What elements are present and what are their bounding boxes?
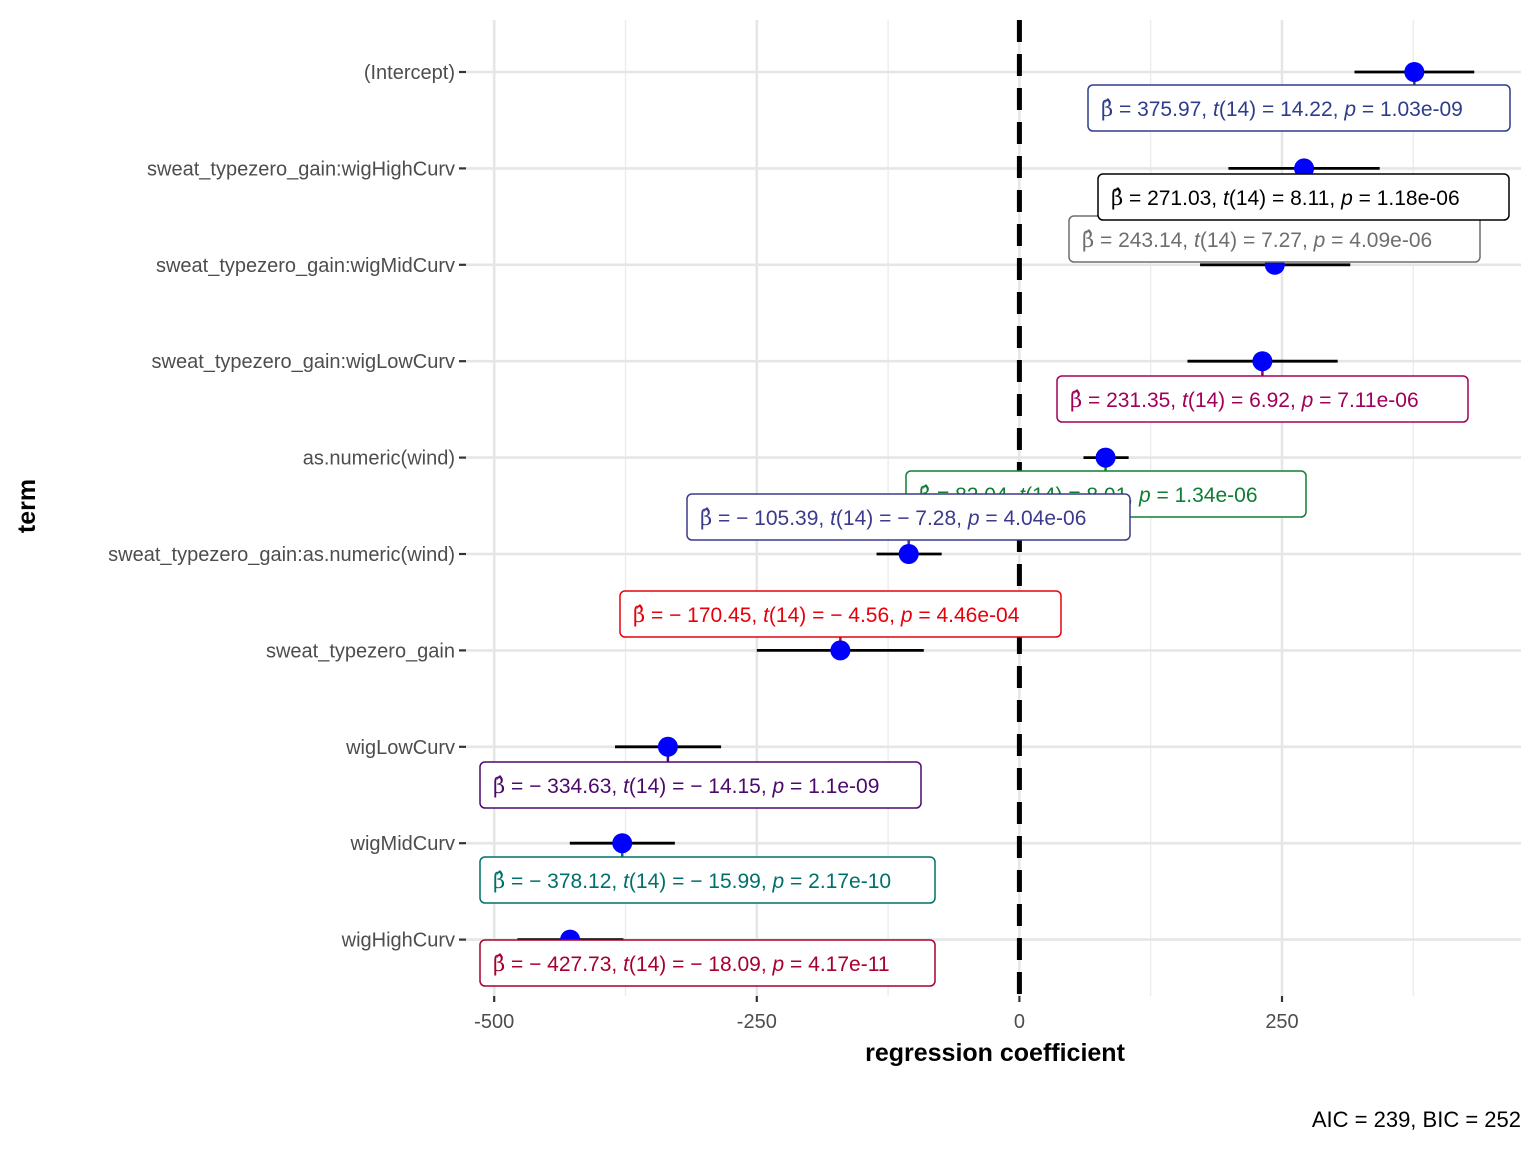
estimate-label-text-0: β̂ = 375.97, t(14) = 14.22, p = 1.03e-09 — [1101, 97, 1463, 121]
estimate-point-3 — [1252, 351, 1273, 372]
estimate-point-0 — [1404, 62, 1425, 82]
y-tick-label-8: wigMidCurv — [350, 833, 455, 855]
estimate-label-2: β̂ = 243.14, t(14) = 7.27, p = 4.09e-06 — [1068, 215, 1481, 263]
estimate-label-text-3: β̂ = 231.35, t(14) = 6.92, p = 7.11e-06 — [1070, 388, 1419, 412]
estimate-label-5: β̂ = − 105.39, t(14) = − 7.28, p = 4.04e… — [686, 493, 1131, 541]
y-axis-title: term — [13, 479, 41, 533]
estimate-point-4 — [1095, 447, 1116, 468]
estimate-point-6 — [830, 640, 851, 661]
estimate-label-3: β̂ = 231.35, t(14) = 6.92, p = 7.11e-06 — [1056, 375, 1469, 423]
y-tick-label-0: (Intercept) — [364, 62, 455, 84]
x-tick-label-1: -250 — [737, 1011, 777, 1033]
estimate-label-box-0 — [1087, 84, 1511, 132]
y-axis: (Intercept) sweat_typezero_gain:wigHighCu… — [108, 62, 466, 952]
estimate-label-0: β̂ = 375.97, t(14) = 14.22, p = 1.03e-09 — [1087, 84, 1511, 132]
estimate-label-box-8 — [479, 856, 936, 904]
estimate-label-box-1 — [1097, 173, 1510, 221]
y-tick-label-6: sweat_typezero_gain — [266, 640, 455, 662]
estimate-label-7: β̂ = − 334.63, t(14) = − 14.15, p = 1.1e… — [479, 761, 922, 809]
x-tick-label-0: -500 — [474, 1011, 514, 1033]
coefficient-labels: β̂ = 375.97, t(14) = 14.22, p = 1.03e-09… — [479, 84, 1511, 987]
estimate-label-box-6 — [619, 590, 1062, 638]
y-tick-label-4: as.numeric(wind) — [303, 448, 455, 470]
estimate-label-text-8: β̂ = − 378.12, t(14) = − 15.99, p = 2.17… — [493, 869, 891, 893]
estimate-label-9: β̂ = − 427.73, t(14) = − 18.09, p = 4.17… — [479, 939, 936, 987]
y-tick-label-1: sweat_typezero_gain:wigHighCurv — [147, 158, 455, 180]
estimate-point-8 — [612, 833, 633, 854]
estimate-point-7 — [657, 736, 678, 757]
estimate-label-8: β̂ = − 378.12, t(14) = − 15.99, p = 2.17… — [479, 856, 936, 904]
estimate-point-5 — [898, 544, 919, 564]
x-axis-title: regression coefficient — [865, 1039, 1125, 1067]
estimate-label-box-7 — [479, 761, 922, 809]
x-tick-label-2: 0 — [1014, 1011, 1025, 1033]
estimate-label-text-7: β̂ = − 334.63, t(14) = − 14.15, p = 1.1e… — [493, 774, 879, 798]
estimate-label-text-2: β̂ = 243.14, t(14) = 7.27, p = 4.09e-06 — [1082, 228, 1432, 252]
y-tick-label-9: wigHighCurv — [341, 930, 455, 952]
y-tick-label-2: sweat_typezero_gain:wigMidCurv — [156, 255, 455, 277]
y-tick-label-7: wigLowCurv — [345, 737, 455, 759]
estimate-label-text-1: β̂ = 271.03, t(14) = 8.11, p = 1.18e-06 — [1111, 186, 1460, 210]
x-tick-label-3: 250 — [1265, 1011, 1298, 1033]
estimate-label-text-5: β̂ = − 105.39, t(14) = − 7.28, p = 4.04e… — [700, 506, 1086, 530]
estimate-label-text-9: β̂ = − 427.73, t(14) = − 18.09, p = 4.17… — [493, 952, 890, 976]
estimate-label-text-6: β̂ = − 170.45, t(14) = − 4.56, p = 4.46e… — [633, 603, 1020, 627]
estimate-label-box-5 — [686, 493, 1131, 541]
estimate-label-box-3 — [1056, 375, 1469, 423]
y-tick-label-5: sweat_typezero_gain:as.numeric(wind) — [108, 544, 455, 566]
y-tick-label-3: sweat_typezero_gain:wigLowCurv — [152, 351, 456, 373]
estimate-label-6: β̂ = − 170.45, t(14) = − 4.56, p = 4.46e… — [619, 590, 1062, 638]
x-axis: -500 -250 0 250 — [474, 996, 1299, 1033]
estimate-label-1: β̂ = 271.03, t(14) = 8.11, p = 1.18e-06 — [1097, 173, 1510, 221]
estimate-label-box-9 — [479, 939, 936, 987]
fit-caption: AIC = 239, BIC = 252 — [1312, 1107, 1521, 1132]
